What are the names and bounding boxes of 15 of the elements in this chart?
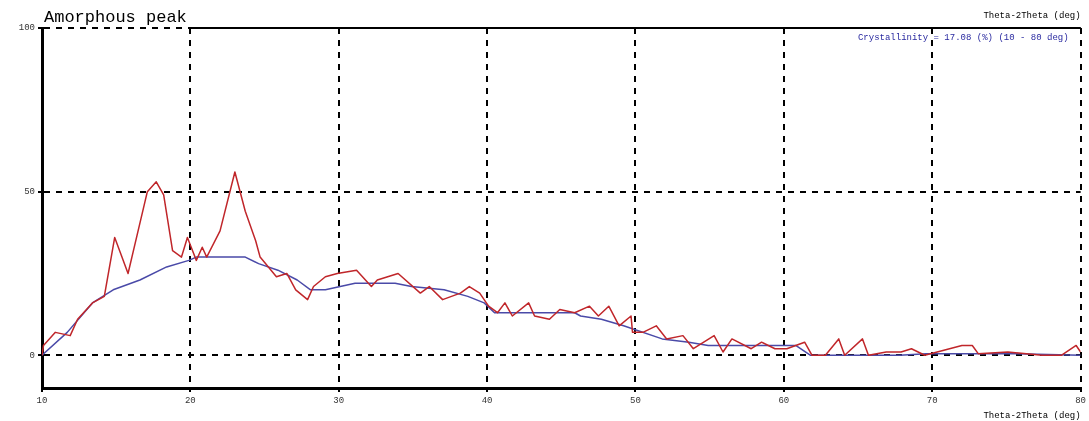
chart-title: Amorphous peak	[44, 8, 187, 27]
y-tick-label: 50	[24, 187, 35, 198]
x-tick-label: 40	[481, 395, 493, 406]
x-axis-title: Theta-2Theta (deg)	[983, 411, 1081, 421]
x-tick-label: 50	[630, 395, 641, 406]
text: Theta-2Theta (deg)	[983, 11, 1081, 21]
x-tick-label: 60	[778, 395, 790, 406]
x-tick-label: 80	[1075, 395, 1087, 406]
x-tick-label: 70	[926, 395, 938, 406]
annotation: Crystallinity = 17.08 (%) (10 - 80 deg)	[857, 33, 1069, 43]
y-tick-label: 100	[18, 23, 35, 34]
x-tick-label: 10	[36, 395, 48, 406]
x-tick-label: 30	[333, 395, 345, 406]
y-tick-label: 0	[29, 350, 35, 361]
x-tick-label: 20	[184, 395, 196, 406]
